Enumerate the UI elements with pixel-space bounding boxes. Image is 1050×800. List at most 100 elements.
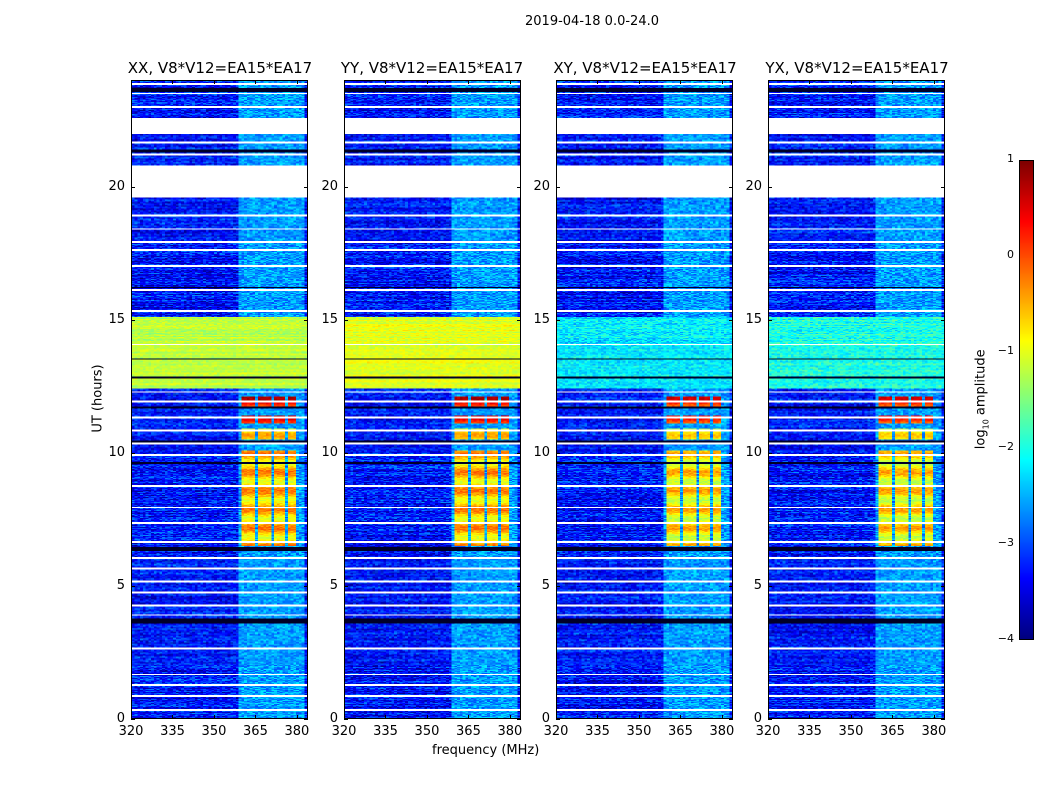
y-tick-mark	[344, 585, 348, 587]
y-tick-label: 10	[321, 444, 338, 460]
x-axis-label: frequency (MHz)	[432, 743, 540, 758]
y-tick-mark	[941, 719, 945, 720]
x-tick-mark	[426, 715, 428, 719]
x-tick-label: 335	[797, 724, 822, 739]
x-tick-label: 380	[709, 724, 735, 739]
x-tick-mark	[509, 715, 511, 719]
x-tick-mark	[638, 80, 640, 84]
y-tick-label: 10	[108, 444, 125, 460]
x-tick-mark	[721, 715, 723, 719]
x-tick-mark	[809, 80, 811, 84]
y-tick-mark	[344, 319, 348, 321]
y-tick-mark	[517, 186, 521, 188]
x-tick-mark	[385, 715, 387, 719]
y-tick-mark	[941, 585, 945, 587]
x-tick-mark	[892, 715, 894, 719]
y-tick-label: 10	[533, 444, 550, 460]
y-tick-mark	[517, 719, 521, 720]
y-tick-mark	[556, 186, 560, 188]
x-tick-mark	[892, 80, 894, 84]
y-tick-mark	[517, 319, 521, 321]
x-tick-mark	[721, 80, 723, 84]
y-tick-mark	[131, 585, 135, 587]
panel-title-xy: XY, V8*V12=EA15*EA17	[553, 59, 737, 77]
x-tick-mark	[768, 715, 769, 719]
panel-title-yy: YY, V8*V12=EA15*EA17	[340, 59, 524, 77]
y-tick-mark	[768, 186, 772, 188]
y-tick-mark	[941, 452, 945, 454]
heatmap-yy	[345, 81, 520, 718]
y-tick-mark	[344, 719, 348, 720]
x-tick-mark	[344, 715, 345, 719]
y-tick-mark	[768, 585, 772, 587]
y-tick-label: 0	[753, 711, 762, 726]
y-tick-mark	[344, 186, 348, 188]
y-tick-mark	[131, 719, 135, 720]
y-tick-mark	[556, 585, 560, 587]
y-tick-label: 0	[541, 711, 550, 726]
heatmap-panel-xy	[556, 80, 733, 719]
y-tick-mark	[729, 719, 733, 720]
x-tick-label: 365	[668, 724, 693, 739]
x-tick-mark	[468, 80, 470, 84]
x-tick-label: 320	[543, 724, 569, 739]
heatmap-panel-yx	[768, 80, 945, 719]
y-tick-label: 10	[745, 444, 762, 460]
y-tick-label: 20	[533, 178, 550, 194]
colorbar-tick-label: −1	[997, 344, 1014, 357]
x-tick-mark	[809, 715, 811, 719]
x-tick-label: 350	[626, 724, 652, 739]
x-tick-label: 365	[243, 724, 268, 739]
x-tick-mark	[131, 80, 132, 84]
x-tick-mark	[850, 715, 852, 719]
x-tick-label: 335	[585, 724, 610, 739]
colorbar-tick-label: −2	[997, 440, 1014, 453]
y-tick-label: 5	[753, 577, 762, 593]
x-tick-mark	[680, 80, 682, 84]
x-tick-label: 380	[921, 724, 947, 739]
x-tick-mark	[768, 80, 769, 84]
y-tick-label: 5	[116, 577, 125, 593]
x-tick-label: 365	[880, 724, 905, 739]
x-tick-label: 320	[331, 724, 357, 739]
y-tick-mark	[344, 452, 348, 454]
x-tick-label: 335	[373, 724, 398, 739]
x-tick-label: 350	[414, 724, 440, 739]
y-tick-mark	[556, 719, 560, 720]
y-tick-label: 15	[745, 311, 762, 327]
heatmap-panel-xx	[131, 80, 308, 719]
x-tick-mark	[933, 715, 935, 719]
y-tick-label: 20	[745, 178, 762, 194]
y-tick-mark	[556, 319, 560, 321]
y-tick-mark	[304, 585, 308, 587]
x-tick-label: 335	[160, 724, 185, 739]
y-tick-mark	[556, 452, 560, 454]
y-tick-mark	[131, 319, 135, 321]
y-tick-mark	[304, 186, 308, 188]
y-tick-mark	[304, 319, 308, 321]
x-tick-mark	[468, 715, 470, 719]
y-tick-label: 15	[533, 311, 550, 327]
x-tick-label: 380	[497, 724, 523, 739]
x-tick-mark	[172, 715, 174, 719]
x-tick-mark	[172, 80, 174, 84]
colorbar-label-rest: amplitude	[973, 349, 989, 420]
x-tick-mark	[556, 80, 557, 84]
x-tick-mark	[385, 80, 387, 84]
heatmap-xx	[132, 81, 307, 718]
x-tick-label: 350	[838, 724, 864, 739]
x-tick-mark	[426, 80, 428, 84]
y-tick-label: 15	[108, 311, 125, 327]
x-tick-mark	[131, 715, 132, 719]
y-tick-mark	[131, 186, 135, 188]
y-tick-mark	[131, 452, 135, 454]
y-tick-mark	[304, 452, 308, 454]
x-tick-mark	[213, 80, 215, 84]
y-tick-mark	[304, 719, 308, 720]
y-axis-label: UT (hours)	[90, 364, 106, 433]
panel-title-xx: XX, V8*V12=EA15*EA17	[127, 59, 313, 77]
y-tick-mark	[768, 719, 772, 720]
x-tick-label: 350	[201, 724, 227, 739]
x-tick-mark	[680, 715, 682, 719]
